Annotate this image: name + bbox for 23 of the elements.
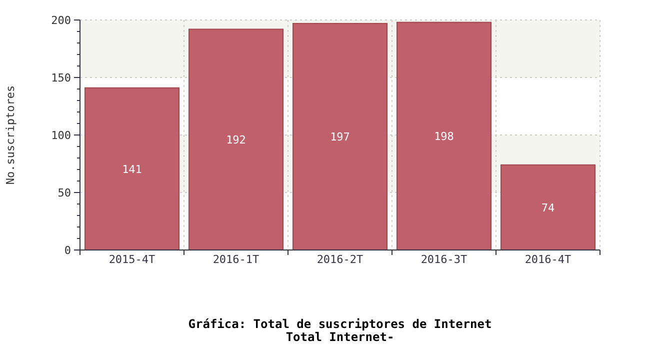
y-axis-title: No.suscriptores [4, 85, 17, 185]
data-label: 198 [434, 130, 454, 144]
bar [396, 22, 492, 250]
data-label: 197 [330, 130, 350, 144]
x-tick-label: 2016-3T [420, 253, 468, 266]
x-tick-label: 2016-2T [316, 253, 364, 266]
data-label: 141 [122, 162, 142, 176]
y-tick-label: 0 [64, 244, 71, 257]
bar [188, 28, 284, 250]
bar [292, 22, 388, 250]
data-label: 192 [226, 134, 246, 147]
text: Total Internet- [286, 330, 394, 344]
bar [84, 87, 180, 250]
x-tick-label: 2016-1T [212, 253, 260, 266]
data-label: 74 [541, 201, 555, 214]
bar [500, 164, 596, 250]
x-tick-label: 2016-4T [524, 253, 572, 266]
y-tick-label: 50 [58, 186, 71, 200]
y-tick-label: 200 [51, 14, 71, 27]
text: Gráfica: Total de suscriptores de Internet [188, 317, 492, 331]
y-tick-label: 150 [51, 72, 71, 84]
x-tick-label: 2015-4T [108, 253, 156, 266]
y-tick-label: 100 [51, 129, 71, 142]
